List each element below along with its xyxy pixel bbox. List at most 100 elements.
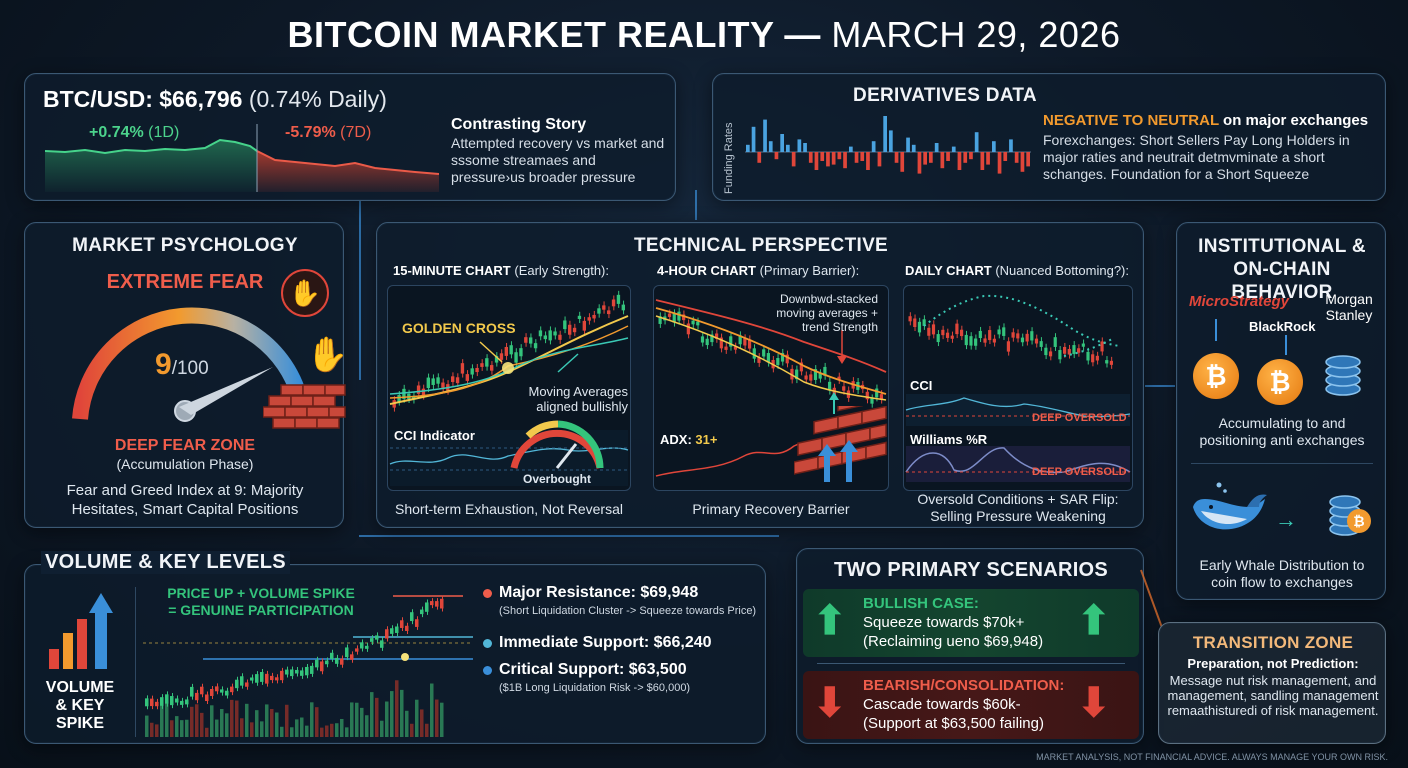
arrow-up-icon: ⬆: [813, 599, 847, 643]
whale-icon: [1189, 477, 1269, 541]
arrow-down-icon: ⬇: [813, 681, 847, 725]
candle: [837, 376, 841, 380]
volume-bar: [390, 691, 394, 737]
derivatives-headline-strong: NEGATIVE TO NEUTRAL: [1043, 112, 1219, 129]
candle: [426, 377, 430, 389]
connector-line: [1145, 385, 1175, 387]
funding-bar: [911, 144, 916, 152]
derivatives-panel: DERIVATIVES DATA Funding Rates NEGATIVE …: [712, 73, 1386, 201]
brand-blackrock: BlackRock: [1249, 319, 1316, 334]
volume-bar: [435, 699, 439, 737]
chart15-svg: [389, 290, 629, 486]
story-title: Contrasting Story: [451, 116, 587, 133]
technical-panel: TECHNICAL PERSPECTIVE 15-MINUTE CHART (E…: [376, 222, 1144, 528]
coin-stack-icon: ₿: [1327, 489, 1373, 539]
candle: [1081, 343, 1085, 347]
candle: [931, 324, 936, 335]
candle: [1039, 341, 1043, 347]
candle: [465, 374, 469, 381]
volume-bar: [415, 699, 419, 737]
volume-bar: [355, 702, 359, 737]
candle: [340, 658, 344, 665]
candle: [1058, 350, 1062, 360]
page-title: BITCOIN MARKET REALITY — MARCH 29, 2026: [0, 14, 1408, 56]
arrow-up-icon: ⬆: [1077, 599, 1111, 643]
candle: [420, 609, 424, 615]
funding-bar: [877, 152, 882, 167]
fear-zone: DEEP FEAR ZONE: [114, 437, 256, 454]
volume-bar: [395, 680, 399, 737]
candle: [747, 339, 752, 349]
funding-bar: [831, 152, 836, 165]
candle: [330, 652, 334, 659]
volume-bar: [305, 725, 309, 737]
candle: [529, 337, 533, 344]
candle: [490, 365, 494, 371]
candle: [390, 628, 394, 634]
derivatives-title: DERIVATIVES DATA: [853, 85, 1037, 106]
candle: [672, 313, 676, 323]
candle: [260, 671, 264, 682]
volume-bar: [255, 710, 259, 737]
candle: [543, 335, 547, 340]
bear-text-1: Cascade towards $60k-: [863, 696, 1021, 713]
story-block: Contrasting Story Attempted recovery vs …: [451, 116, 671, 186]
daily-header: DAILY CHART (Nuanced Bottoming?):: [905, 263, 1129, 278]
candle: [155, 701, 159, 707]
volume-bar: [210, 705, 214, 737]
volume-bar: [165, 702, 169, 737]
candle: [200, 686, 204, 695]
daily-title: DAILY CHART: [905, 263, 992, 278]
candle: [280, 670, 284, 681]
candle: [945, 332, 950, 338]
candle: [700, 336, 705, 343]
daily-change: (0.74% Daily): [248, 86, 387, 112]
candle: [509, 345, 513, 355]
candle: [195, 692, 199, 701]
funding-bar: [780, 134, 784, 152]
funding-axis-label: Funding Rates: [721, 114, 739, 194]
volume-bar: [410, 723, 414, 737]
psychology-description: Fear and Greed Index at 9: Majority Hesi…: [66, 482, 304, 518]
candle: [908, 316, 912, 322]
derivatives-headline-rest: on major exchanges: [1223, 112, 1369, 129]
candle: [752, 348, 756, 359]
volume-bar: [155, 724, 159, 737]
whale-text: Early Whale Distribution to coin flow to…: [1199, 557, 1365, 590]
bitcoin-coin-icon: ₿: [1193, 353, 1239, 399]
funding-bar: [849, 146, 853, 152]
candle: [799, 362, 803, 372]
funding-bar: [889, 130, 893, 152]
chart15-title: 15-MINUTE CHART: [393, 263, 511, 278]
candle: [691, 320, 695, 325]
volume-bar: [240, 718, 244, 737]
candle: [400, 620, 404, 628]
chart4h-caption: Primary Recovery Barrier: [692, 501, 850, 517]
psychology-title: MARKET PSYCHOLOGY: [72, 235, 298, 256]
candle: [828, 381, 832, 391]
candle: [460, 363, 465, 374]
candle: [587, 317, 591, 321]
volume-bar: [440, 702, 444, 737]
candle: [870, 398, 874, 404]
candle: [724, 346, 728, 350]
candle: [440, 598, 444, 609]
candle: [405, 625, 409, 631]
chart4h-note: Downbwd-stacked moving averages + trend …: [776, 292, 878, 334]
funding-bar: [763, 119, 767, 152]
candle: [190, 686, 194, 697]
candle: [813, 369, 818, 380]
candle: [385, 629, 389, 639]
candle: [305, 666, 309, 676]
candle: [955, 323, 959, 335]
candle: [832, 387, 836, 397]
funding-bar: [929, 152, 933, 163]
bitcoin-coin-icon: ₿: [1257, 359, 1303, 405]
candle: [1091, 354, 1095, 363]
candle: [180, 700, 184, 705]
volume-headline-1: PRICE UP + VOLUME SPIKE: [167, 585, 355, 601]
candle: [402, 388, 406, 399]
candle: [842, 386, 846, 391]
transition-text: Message nut risk management, and managem…: [1167, 673, 1379, 718]
volume-headline: PRICE UP + VOLUME SPIKE = GENUINE PARTIC…: [161, 585, 361, 619]
